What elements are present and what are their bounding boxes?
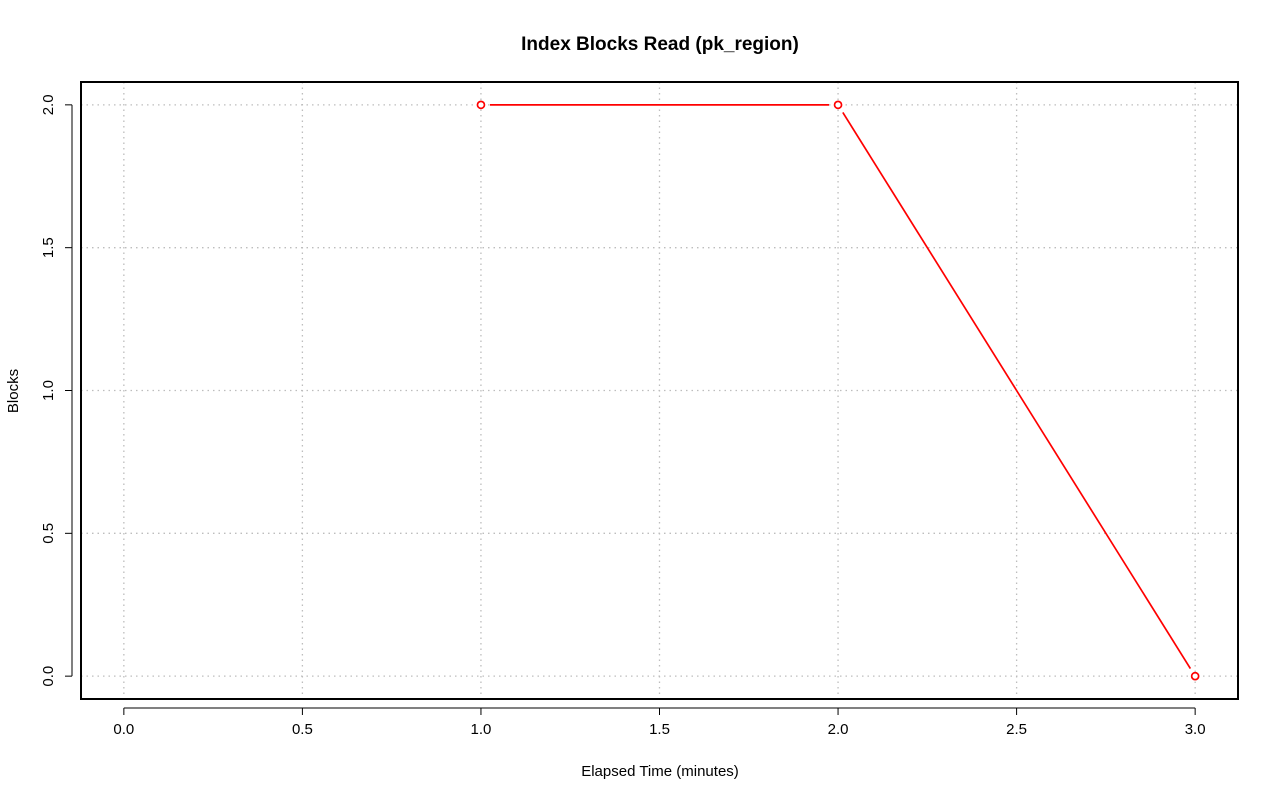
grid [81,82,1238,699]
data-point [1190,671,1200,681]
plot-series [476,100,1200,681]
x-tick-label: 1.5 [649,721,670,738]
y-tick-label: 0.0 [40,666,57,687]
y-tick-label: 2.0 [40,94,57,115]
plot-frame [80,81,1239,700]
y-axis-label: Blocks [5,369,22,413]
series-line-segment [842,112,1192,669]
y-tick-label: 1.0 [40,380,57,401]
axes: 0.0 0.5 1.0 1.5 2.0 2.5 3.0 0.0 0.5 1.0 1.5 2.0 [40,94,1206,738]
x-tick-label: 0.0 [113,721,134,738]
x-tick-label: 2.0 [828,721,849,738]
data-point [476,100,486,110]
x-axis-label: Elapsed Time (minutes) [581,763,739,780]
x-tick-label: 0.5 [292,721,313,738]
y-tick-label: 1.5 [40,237,57,258]
x-tick-label: 1.0 [471,721,492,738]
data-point [833,100,843,110]
y-tick-label: 0.5 [40,523,57,544]
x-tick-label: 2.5 [1006,721,1027,738]
x-tick-label: 3.0 [1185,721,1206,738]
chart-title: Index Blocks Read (pk_region) [521,34,799,55]
